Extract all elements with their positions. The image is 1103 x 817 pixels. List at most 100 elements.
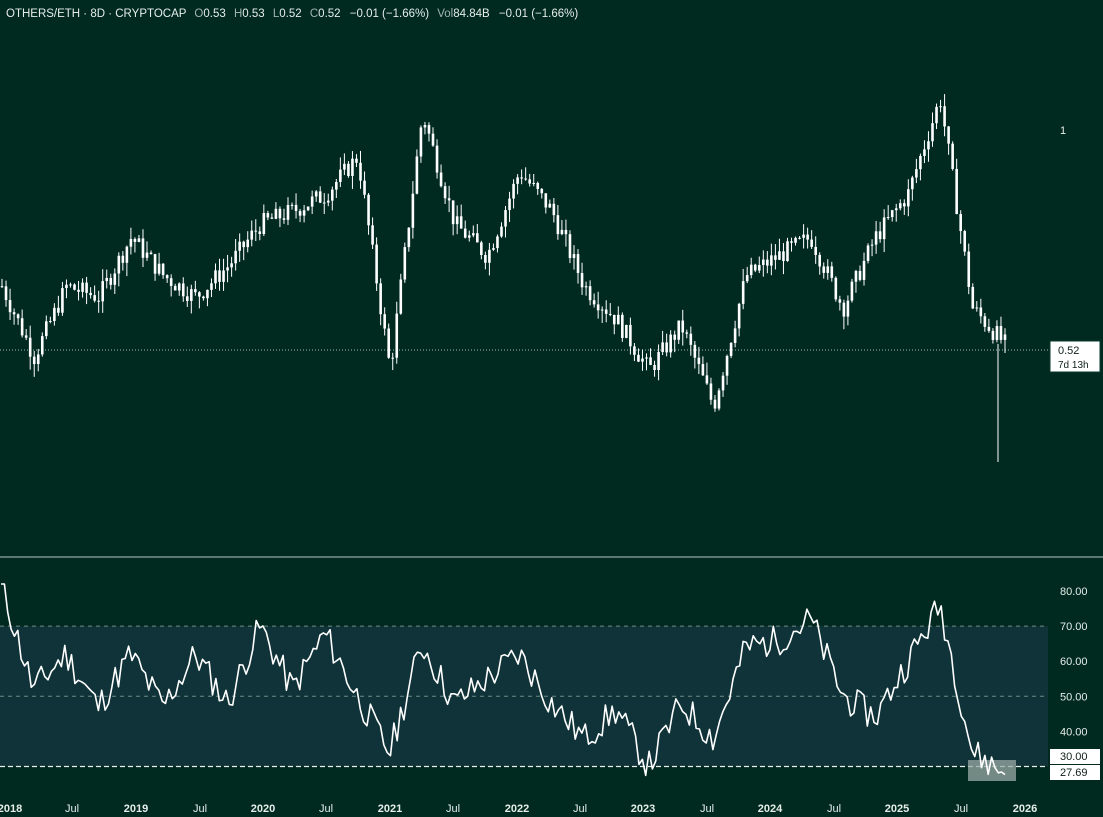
candle-body [343, 163, 346, 170]
time-axis[interactable]: 2018 Jul 2019 Jul 2020 Jul 2021 Jul 2022 Jul 2023 J… [0, 803, 1037, 815]
candle-body [463, 228, 467, 238]
candle-body [798, 237, 801, 239]
candle-body [935, 106, 938, 124]
candle-body [149, 252, 153, 255]
candle-body [886, 217, 890, 219]
candle-body [770, 255, 773, 266]
candle-body [592, 300, 596, 305]
price-tick-1: 1 [1060, 125, 1066, 137]
bar-countdown: 7d 13h [1058, 360, 1089, 371]
candle-body [806, 234, 809, 240]
candle-body [335, 182, 338, 190]
candle-body [129, 238, 133, 247]
candle-body [814, 246, 817, 255]
candle-body [447, 198, 451, 201]
candle-body [387, 328, 390, 358]
time-axis-label: Jul [319, 803, 333, 815]
candle-body [419, 127, 423, 157]
rsi-axis: 80.00 70.00 60.00 50.00 40.00 [1060, 586, 1088, 738]
candle-body [371, 225, 374, 245]
close-value: 0.52 [318, 8, 341, 20]
candle-body [689, 333, 693, 345]
candle-body [36, 354, 40, 365]
candlestick-series [0, 94, 1007, 462]
candle-body [931, 123, 934, 142]
candle-body [693, 344, 697, 358]
candle-body [439, 172, 443, 187]
candle-body [125, 246, 129, 263]
candle-body [564, 229, 568, 235]
price-pane[interactable]: 1 0.52 7d 13h [0, 94, 1101, 462]
candle-body [117, 255, 121, 274]
candle-body [379, 283, 382, 315]
time-axis-label: Jul [573, 803, 587, 815]
candle-body [1003, 334, 1007, 340]
candle-body [983, 316, 987, 327]
candle-body [177, 283, 181, 291]
candle-body [109, 277, 113, 285]
candle-body [894, 208, 898, 211]
candle-body [169, 278, 173, 286]
candle-body [633, 346, 636, 355]
candle-body [242, 241, 245, 248]
candle-body [496, 236, 499, 249]
candle-body [121, 255, 125, 263]
candle-body [870, 244, 874, 246]
time-axis-label: 2019 [124, 803, 148, 815]
candle-body [520, 177, 523, 179]
candle-body [113, 273, 117, 285]
candle-body [49, 320, 52, 322]
candle-body [596, 304, 600, 311]
candle-body [399, 279, 403, 314]
candle-body [802, 234, 805, 238]
candle-body [0, 286, 4, 288]
candle-body [778, 251, 781, 260]
candle-body [721, 375, 725, 391]
candle-body [298, 211, 302, 216]
candle-body [133, 238, 137, 242]
candle-body [947, 126, 950, 144]
candle-body [202, 296, 205, 299]
candle-body [890, 210, 894, 218]
candle-body [967, 251, 971, 287]
candle-body [681, 320, 685, 333]
candle-body [641, 358, 644, 362]
rsi-pane[interactable]: 80.00 70.00 60.00 50.00 40.00 30.00 27.69 [0, 583, 1100, 781]
candle-body [673, 334, 676, 340]
candle-body [411, 193, 415, 228]
candle-body [661, 342, 664, 353]
candle-body [347, 163, 350, 176]
candle-body [290, 204, 294, 206]
candle-body [794, 237, 797, 243]
candle-body [274, 208, 278, 219]
candle-body [963, 231, 967, 252]
candle-body [32, 356, 36, 365]
candle-body [975, 307, 979, 309]
candle-body [318, 191, 322, 203]
candle-body [451, 200, 455, 225]
candle-body [89, 292, 92, 296]
candle-body [278, 208, 282, 219]
candle-body [476, 233, 479, 243]
candle-body [584, 286, 588, 288]
volume-label: Vol [437, 8, 454, 20]
candle-body [363, 180, 366, 195]
candle-body [45, 321, 48, 337]
candle-body [971, 286, 975, 309]
candle-body [729, 342, 733, 356]
candle-body [266, 213, 270, 218]
candle-body [77, 289, 80, 292]
candle-body [4, 286, 8, 301]
candle-body [504, 210, 507, 227]
rsi-line [1, 583, 1006, 777]
candle-body [101, 281, 105, 302]
candle-body [536, 182, 540, 189]
candle-body [383, 314, 386, 329]
candle-body [617, 314, 620, 325]
symbol-label[interactable]: OTHERS/ETH · 8D · CRYPTOCAP [6, 8, 187, 20]
candle-body [762, 259, 765, 266]
time-axis-label: 2023 [631, 803, 655, 815]
time-axis-label: 2026 [1013, 803, 1037, 815]
candle-body [717, 390, 721, 409]
